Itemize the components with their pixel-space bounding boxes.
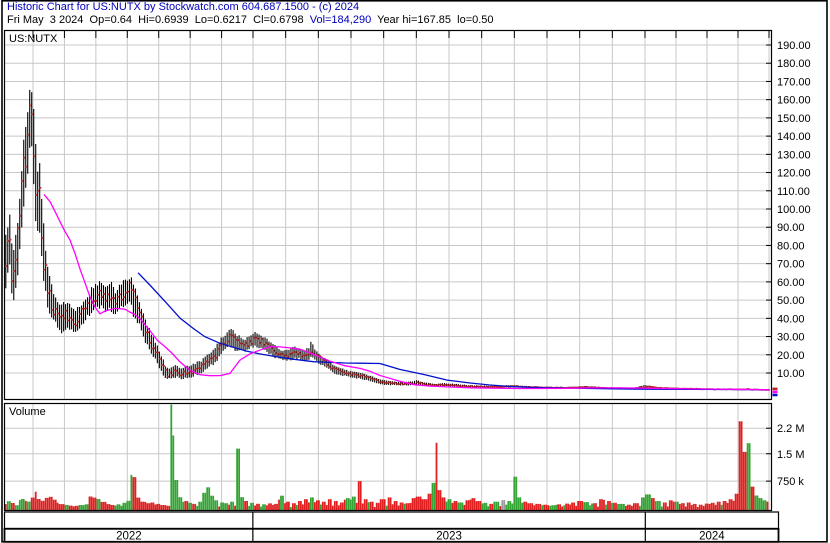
price-axis-label: 10.00 [777, 368, 805, 380]
price-axis-label: 130.00 [777, 149, 811, 161]
price-panel-border [3, 29, 773, 401]
volume-axis-label: 1.5 M [777, 449, 805, 461]
last-price-marker [772, 387, 778, 391]
price-axis-label: 180.00 [777, 58, 811, 70]
price-axis-label: 70.00 [777, 259, 805, 271]
ma-fast-line [43, 193, 771, 391]
volume-panel-border [3, 402, 773, 512]
quote-yearrange-text: Year hi=167.85 lo=0.50 [371, 14, 494, 26]
symbol-label: US:NUTX [9, 33, 58, 45]
year-label: 2024 [699, 531, 725, 543]
price-axis-label: 170.00 [777, 76, 811, 88]
price-axis-label: 110.00 [777, 186, 810, 198]
price-axis-label: 40.00 [777, 313, 805, 325]
chart-title-line: Historic Chart for US:NUTX by Stockwatch… [7, 1, 360, 13]
price-axis-label: 50.00 [777, 295, 805, 307]
price-axis-label: 30.00 [777, 332, 805, 344]
price-axis-label: 120.00 [777, 168, 811, 180]
price-axis-label: 160.00 [777, 95, 811, 107]
quote-line: Fri May 3 2024 Op=0.64 Hi=0.6939 Lo=0.62… [7, 14, 494, 26]
volume-bars [4, 404, 769, 510]
ma-fast-marker [772, 390, 778, 394]
price-axis-label: 60.00 [777, 277, 805, 289]
price-axis-label: 150.00 [777, 113, 811, 125]
axis-year-band [3, 527, 780, 543]
volume-panel-title: Volume [9, 406, 46, 418]
axis-tick-marks [32, 30, 771, 482]
price-axis-label: 100.00 [777, 204, 811, 216]
quote-volume-text: Vol=184,290 [309, 14, 372, 26]
price-axis-label: 190.00 [777, 40, 811, 52]
price-axis-label: 20.00 [777, 350, 805, 362]
price-axis-label: 90.00 [777, 222, 805, 234]
year-label: 2022 [116, 531, 142, 543]
year-label: 2023 [436, 531, 462, 543]
price-axis-label: 140.00 [777, 131, 811, 143]
volume-axis-label: 750 k [777, 476, 804, 488]
price-axis-label: 80.00 [777, 240, 805, 252]
volume-axis-label: 2.2 M [777, 423, 805, 435]
ma-slow-marker [772, 393, 778, 397]
gridlines [5, 31, 771, 510]
quote-ohlc-text: Fri May 3 2024 Op=0.64 Hi=0.6939 Lo=0.62… [7, 14, 310, 26]
